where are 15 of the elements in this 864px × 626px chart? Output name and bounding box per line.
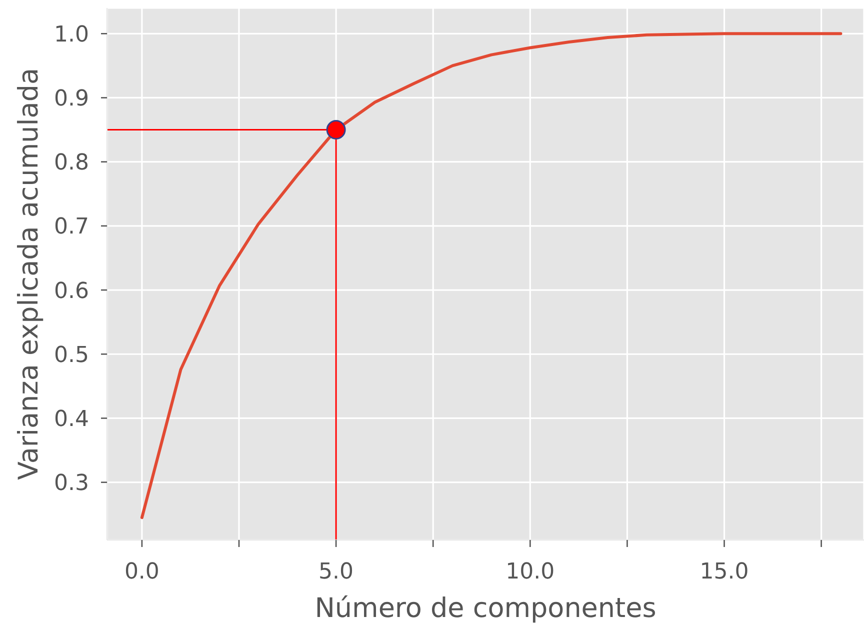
y-tick-label: 0.3 [54,471,89,496]
y-tick-label: 0.5 [54,342,89,368]
y-tick-label: 0.9 [54,86,89,112]
y-tick-label: 0.8 [54,150,89,176]
x-tick-label: 0.0 [124,560,160,585]
x-axis-title: Número de componentes [314,593,656,624]
y-tick-label: 0.7 [54,214,89,240]
x-tick-label: 5.0 [318,560,354,585]
y-tick-label: 0.4 [54,407,89,432]
x-tick-label: 10.0 [506,560,555,585]
y-axis-title: Varianza explicada acumulada [14,68,45,480]
y-tick-label: 1.0 [54,22,89,48]
x-tick-label: 15.0 [700,560,749,585]
y-tick-label: 0.6 [54,278,89,304]
line-series [140,32,842,520]
